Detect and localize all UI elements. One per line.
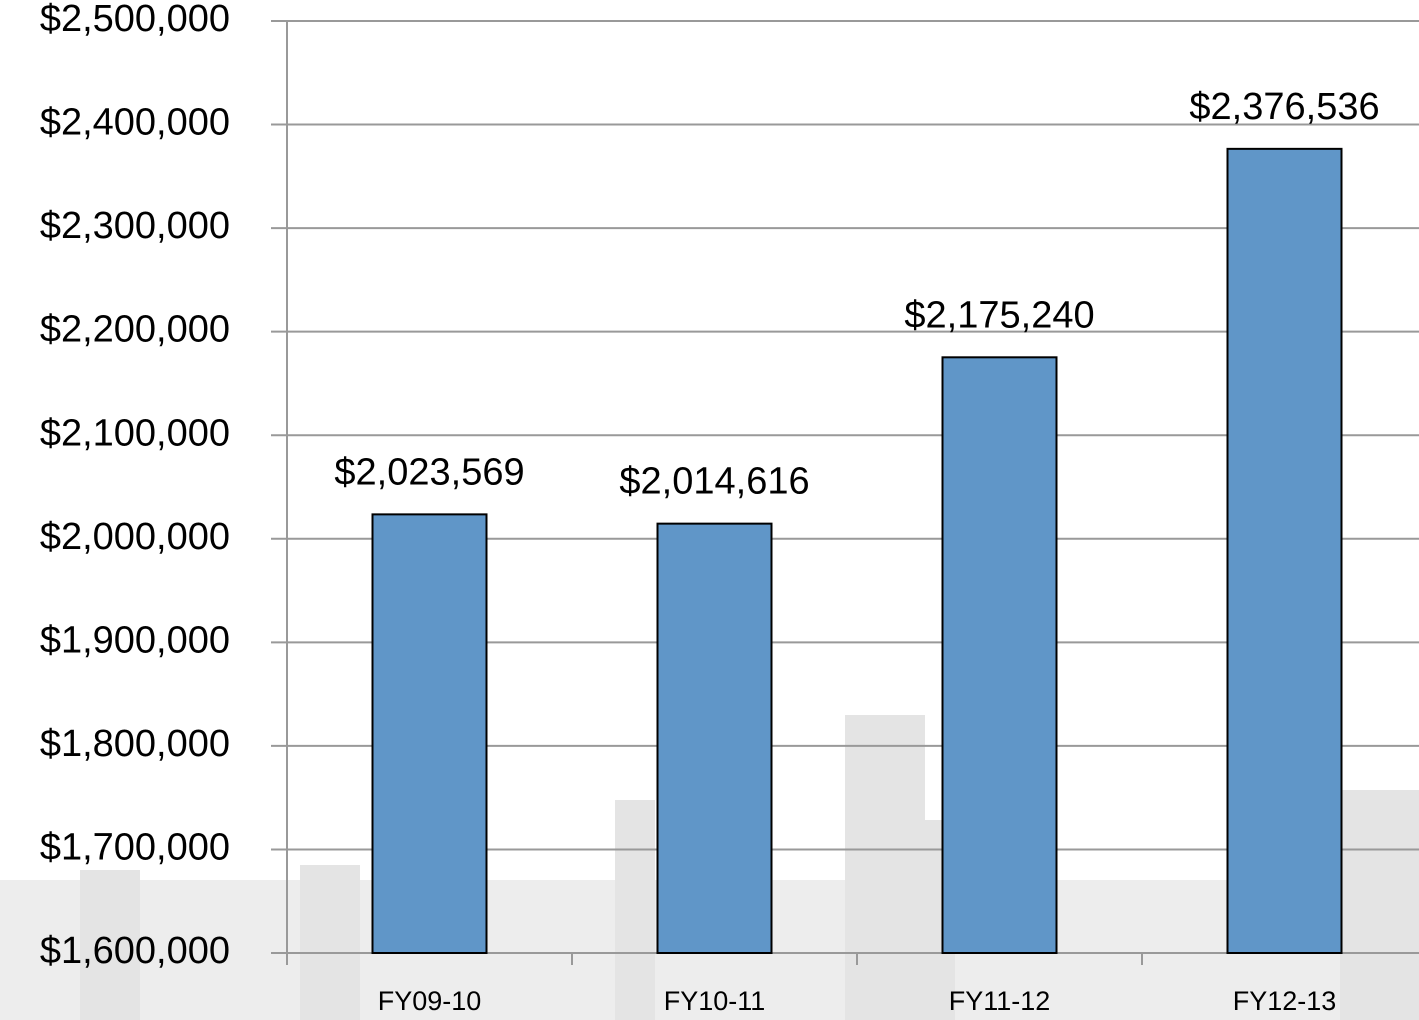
y-tick-label: $1,600,000: [40, 930, 230, 972]
y-tick-label: $1,700,000: [40, 826, 230, 868]
bar: [943, 357, 1057, 953]
y-tick-label: $2,200,000: [40, 309, 230, 351]
x-tick-label: FY12-13: [1233, 986, 1337, 1016]
bar: [658, 524, 772, 953]
y-tick-label: $2,000,000: [40, 516, 230, 558]
value-label: $2,014,616: [619, 461, 809, 503]
y-tick-label: $1,800,000: [40, 723, 230, 765]
y-tick-label: $2,500,000: [40, 0, 230, 40]
value-label: $2,175,240: [904, 294, 1094, 336]
y-tick-label: $2,100,000: [40, 412, 230, 454]
bar: [1228, 149, 1342, 953]
x-tick-label: FY11-12: [949, 986, 1051, 1016]
y-tick-label: $1,900,000: [40, 619, 230, 661]
x-tick-label: FY10-11: [664, 986, 766, 1016]
y-tick-label: $2,300,000: [40, 205, 230, 247]
page: {"chart_data": {"type": "bar", "categori…: [0, 0, 1419, 1020]
value-label: $2,376,536: [1189, 86, 1379, 128]
y-tick-label: $2,400,000: [40, 102, 230, 144]
x-tick-label: FY09-10: [378, 986, 482, 1016]
chart: $1,600,000 $1,700,000 $1,800,000 $1,900,000…: [0, 0, 1419, 1020]
bar: [373, 514, 487, 953]
value-label: $2,023,569: [334, 451, 524, 493]
